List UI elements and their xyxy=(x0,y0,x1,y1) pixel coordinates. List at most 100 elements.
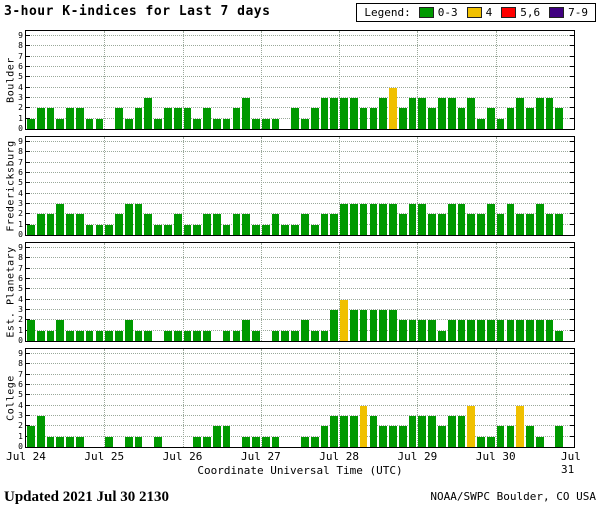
y-tick-mark xyxy=(26,425,30,427)
k-index-bar xyxy=(349,204,358,235)
k-index-bar xyxy=(56,320,65,341)
day-gridline xyxy=(495,137,497,235)
k-level-gridline xyxy=(26,66,574,68)
k-index-bar xyxy=(467,214,476,235)
station-label-college: College xyxy=(5,375,17,421)
k-index-bar xyxy=(66,436,74,447)
day-gridline xyxy=(104,349,106,447)
k-index-bar xyxy=(535,204,544,235)
k-index-bar xyxy=(535,436,544,447)
k-index-bar xyxy=(261,224,270,235)
k-index-bar xyxy=(389,310,397,341)
k-index-bar xyxy=(301,214,309,235)
credit-text: NOAA/SWPC Boulder, CO USA xyxy=(430,490,596,503)
k-index-bar xyxy=(85,118,94,129)
y-tick-label: 9 xyxy=(18,31,23,41)
k-index-bar xyxy=(506,426,515,447)
updated-timestamp: Updated 2021 Jul 30 2130 xyxy=(4,489,170,505)
k-index-bar xyxy=(36,416,45,447)
k-index-bar xyxy=(144,330,153,341)
y-tick-label: 0 xyxy=(18,336,23,345)
x-tick-label: Jul 31 xyxy=(561,450,581,476)
k-level-gridline xyxy=(26,97,574,99)
k-index-bar xyxy=(506,108,515,129)
y-tick-mark xyxy=(26,319,30,321)
y-tick-mark xyxy=(26,182,30,184)
k-level-gridline xyxy=(26,278,574,280)
y-tick-mark xyxy=(570,203,574,205)
k-index-bar xyxy=(418,320,427,341)
k-level-gridline xyxy=(26,394,574,396)
k-index-bar xyxy=(545,320,554,341)
k-index-bar xyxy=(242,98,251,129)
k-index-bar xyxy=(271,118,280,129)
k-index-bar xyxy=(193,118,202,129)
k-index-bar xyxy=(555,426,564,447)
k-index-bar xyxy=(447,416,456,447)
k-index-bar xyxy=(408,416,417,447)
k-index-bar xyxy=(66,214,74,235)
day-gridline xyxy=(339,31,341,129)
y-tick-mark xyxy=(26,35,30,37)
k-level-gridline xyxy=(26,86,574,88)
k-index-bar xyxy=(340,416,348,447)
k-index-bar xyxy=(124,204,133,235)
k-index-bar xyxy=(496,214,505,235)
k-index-bar xyxy=(261,118,270,129)
y-tick-mark xyxy=(570,192,574,194)
k-index-bar xyxy=(36,214,45,235)
k-index-bar xyxy=(310,330,319,341)
day-gridline xyxy=(182,31,184,129)
k-index-bar xyxy=(115,214,123,235)
k-level-gridline xyxy=(26,247,574,249)
k-index-bar xyxy=(173,214,182,235)
k-index-bar xyxy=(183,108,192,129)
k-level-gridline xyxy=(26,161,574,163)
day-gridline xyxy=(260,137,262,235)
k-index-bar xyxy=(379,98,388,129)
k-index-bar xyxy=(183,224,192,235)
y-tick-label: 3 xyxy=(18,199,23,209)
k-index-bar xyxy=(232,330,241,341)
k-level-gridline xyxy=(26,213,574,215)
k-index-bar xyxy=(506,320,515,341)
k-index-bar xyxy=(359,108,368,129)
y-tick-mark xyxy=(26,76,30,78)
k-index-bar xyxy=(27,426,35,447)
y-tick-mark xyxy=(570,161,574,163)
y-tick-label: 6 xyxy=(18,380,23,390)
k-index-bar xyxy=(144,98,153,129)
legend-item-5-6: 5,6 xyxy=(501,6,540,19)
k-index-bar xyxy=(496,320,505,341)
day-gridline xyxy=(104,137,106,235)
k-index-bar xyxy=(330,310,339,341)
k-index-bar xyxy=(75,436,84,447)
x-tick-label: Jul 28 xyxy=(319,450,360,463)
y-tick-label: 5 xyxy=(18,72,23,82)
y-tick-mark xyxy=(570,117,574,119)
k-index-bar xyxy=(379,310,388,341)
k-index-bar xyxy=(340,98,348,129)
k-index-bar xyxy=(222,224,231,235)
k-index-bar xyxy=(349,310,358,341)
k-index-bar xyxy=(320,330,329,341)
y-tick-mark xyxy=(26,172,30,174)
day-gridline xyxy=(104,31,106,129)
k-level-gridline xyxy=(26,141,574,143)
y-tick-mark xyxy=(26,97,30,99)
y-tick-mark xyxy=(26,288,30,290)
k-index-bar xyxy=(281,224,290,235)
k-index-bar xyxy=(46,108,55,129)
k-index-bar xyxy=(369,416,378,447)
k-index-bar xyxy=(212,214,221,235)
y-tick-mark xyxy=(570,213,574,215)
k-index-bar xyxy=(134,330,143,341)
y-tick-mark xyxy=(26,161,30,163)
k-index-bar xyxy=(173,330,182,341)
k-index-bar xyxy=(75,214,84,235)
k-index-bar xyxy=(418,416,427,447)
k-level-gridline xyxy=(26,172,574,174)
y-tick-label: 7 xyxy=(18,51,23,61)
k-index-bar xyxy=(467,320,476,341)
